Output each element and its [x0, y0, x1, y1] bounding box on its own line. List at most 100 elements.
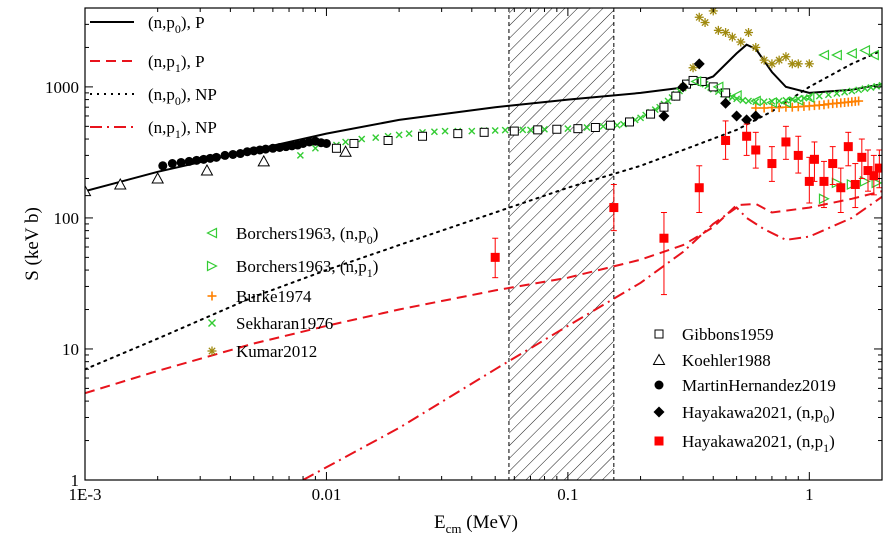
- data-point: [774, 55, 784, 65]
- legend-marker-entry: Borchers1963, (n,p1): [206, 257, 378, 280]
- data-point: [453, 129, 463, 139]
- data-point: [200, 163, 214, 176]
- data-point: [206, 227, 218, 239]
- data-point: [688, 63, 698, 73]
- data-point: [339, 145, 352, 157]
- legend-label: Sekharan1976: [236, 314, 333, 333]
- data-point: [658, 110, 670, 122]
- legend-marker-entry: Hayakawa2021, (n,p0): [653, 403, 835, 426]
- data-point: [712, 81, 724, 93]
- data-point: [721, 28, 731, 38]
- data-point: [659, 233, 669, 243]
- data-point: [750, 110, 762, 122]
- series-burke1974: [751, 96, 864, 113]
- data-point: [867, 83, 875, 91]
- data-point: [693, 58, 705, 70]
- data-point: [383, 135, 393, 145]
- data-point: [855, 86, 863, 94]
- legend-label: (n,p1), NP: [148, 118, 217, 141]
- legend-marker-entry: Sekharan1976: [208, 314, 333, 333]
- data-point: [859, 175, 871, 187]
- data-point: [590, 122, 600, 132]
- data-point: [296, 151, 304, 159]
- data-point: [268, 143, 278, 153]
- data-point: [694, 183, 704, 193]
- legend-marker-entry: Hayakawa2021, (n,p1): [654, 432, 835, 455]
- data-point: [85, 184, 92, 197]
- data-point: [766, 97, 778, 108]
- data-point: [857, 152, 867, 162]
- data-point: [793, 150, 803, 160]
- x-tick-label: 1: [805, 485, 814, 504]
- data-series: [85, 8, 882, 296]
- data-point: [430, 128, 438, 136]
- data-point: [599, 122, 607, 130]
- legend-line-entry: (n,p1), NP: [90, 118, 217, 141]
- data-point: [208, 319, 216, 327]
- data-point: [731, 110, 743, 122]
- data-point: [861, 85, 869, 93]
- data-point: [605, 120, 615, 130]
- data-point: [526, 126, 534, 134]
- data-point: [654, 329, 664, 339]
- data-point: [745, 97, 753, 105]
- data-point: [751, 145, 761, 155]
- data-point: [659, 102, 669, 112]
- legend-marker-entry: Gibbons1959: [654, 325, 774, 344]
- legend-line-entry: (n,p0), P: [90, 13, 205, 36]
- series-hayakawa2021-n-p1: [490, 120, 882, 296]
- data-point: [751, 42, 761, 52]
- data-point: [843, 142, 853, 152]
- x-axis-label: Ecm (MeV): [434, 512, 518, 536]
- data-point: [836, 183, 846, 193]
- data-point: [583, 123, 591, 131]
- data-point: [167, 159, 177, 169]
- data-point: [192, 155, 202, 165]
- legend-marker-entry: Borchers1963, (n,p0): [206, 224, 378, 247]
- data-point: [418, 131, 428, 141]
- data-point: [405, 130, 413, 138]
- y-tick-label: 100: [54, 209, 80, 228]
- data-point: [342, 138, 350, 146]
- data-point: [841, 88, 849, 96]
- data-point: [690, 75, 702, 87]
- legend-label: Borchers1963, (n,p1): [236, 257, 378, 280]
- series-martinhernandez2019: [158, 136, 331, 171]
- data-point: [158, 161, 168, 171]
- data-point: [220, 150, 230, 160]
- data-point: [721, 135, 731, 145]
- data-point: [257, 154, 271, 167]
- data-point: [804, 176, 814, 186]
- data-point: [654, 436, 664, 446]
- data-point: [490, 252, 500, 262]
- data-point: [787, 59, 797, 69]
- curve-line: [85, 49, 882, 371]
- data-point: [540, 125, 548, 133]
- data-point: [805, 94, 813, 101]
- data-point: [533, 125, 543, 135]
- data-point: [468, 127, 476, 135]
- data-point: [869, 171, 879, 181]
- data-point: [854, 96, 864, 106]
- data-point: [833, 90, 841, 98]
- data-point: [720, 97, 732, 109]
- data-point: [742, 131, 752, 141]
- data-point: [697, 76, 707, 86]
- data-point: [613, 121, 621, 129]
- data-point: [767, 159, 777, 169]
- legend-label: Burke1974: [236, 287, 312, 306]
- legend-label: Koehler1988: [682, 351, 771, 370]
- data-point: [509, 126, 519, 136]
- data-point: [727, 32, 737, 42]
- data-point: [501, 126, 509, 134]
- data-point: [828, 159, 838, 169]
- data-point: [331, 143, 341, 153]
- y-tick-label: 1: [71, 471, 80, 490]
- data-point: [736, 37, 746, 47]
- data-point: [349, 138, 359, 148]
- data-point: [863, 166, 873, 176]
- data-point: [646, 109, 656, 119]
- series-koehler1988: [85, 145, 352, 197]
- x-tick-label: 0.1: [557, 485, 578, 504]
